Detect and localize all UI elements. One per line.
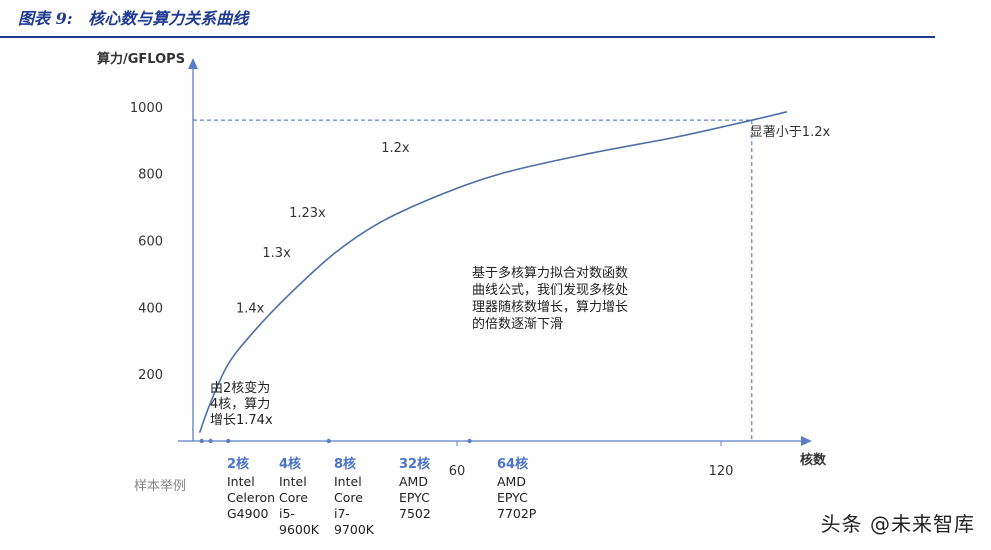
- y-tick-label: 200: [138, 368, 163, 383]
- figure-title: 图表 9: 核心数与算力关系曲线: [18, 5, 258, 29]
- sample-marker: [226, 438, 231, 444]
- sample-cpu-name-line: i7-: [334, 506, 350, 521]
- y-tick-label: 800: [138, 168, 163, 183]
- growth-ratio-label: 1.23x: [289, 206, 326, 221]
- sample-cpu-name-line: EPYC: [497, 490, 528, 505]
- sample-core-label: 2核: [227, 456, 249, 472]
- sample-marker: [199, 438, 204, 444]
- sample-cpu-name-line: i5-: [279, 506, 295, 521]
- watermark: 头条 @未来智库: [820, 512, 975, 536]
- sample-cpu-name-line: Intel: [227, 474, 255, 489]
- y-tick-label: 600: [138, 234, 163, 249]
- x-tick-label: 60: [449, 464, 466, 479]
- annotation-2to4-line: 4核，算力: [210, 397, 270, 412]
- sample-core-label: 8核: [334, 456, 356, 472]
- y-axis-arrow: [188, 58, 198, 69]
- sample-marker: [467, 438, 472, 444]
- growth-ratio-label: 1.2x: [381, 141, 410, 156]
- growth-ratio-label: 1.3x: [262, 246, 291, 261]
- sample-cpu-name-line: Core: [334, 490, 363, 505]
- annotation-2to4-line: 增长1.74x: [210, 413, 273, 428]
- y-tick-label: 400: [138, 301, 163, 316]
- sample-marker: [208, 438, 213, 444]
- title-rule: [0, 36, 935, 38]
- reference-line-label: 显著小于1.2x: [750, 125, 831, 140]
- sample-row-label: 样本举例: [134, 479, 186, 494]
- sample-cpu-name-line: 7502: [399, 506, 431, 521]
- figure-label: 图表 9:: [18, 9, 73, 28]
- annotation-trend-line: 的倍数逐渐下滑: [472, 316, 563, 332]
- sample-cpu-name-line: Intel: [279, 474, 307, 489]
- sample-cpu-name-line: AMD: [497, 474, 526, 489]
- y-axis-label: 算力/GFLOPS: [97, 51, 185, 67]
- x-axis-arrow: [801, 436, 812, 446]
- annotation-trend-line: 曲线公式，我们发现多核处: [472, 282, 628, 298]
- compute-curve: [198, 111, 788, 433]
- annotation-trend-line: 理器随核数增长，算力增长: [472, 300, 628, 315]
- x-tick-label: 120: [709, 464, 734, 479]
- sample-core-label: 64核: [497, 456, 528, 472]
- sample-marker: [326, 438, 331, 444]
- sample-cpu-name-line: Intel: [334, 474, 362, 489]
- sample-cpu-name-line: Celeron: [227, 490, 275, 505]
- annotation-trend-line: 基于多核算力拟合对数函数: [472, 265, 628, 281]
- sample-cpu-name-line: EPYC: [399, 490, 430, 505]
- annotation-2to4-line: 由2核变为: [210, 380, 270, 396]
- y-tick-label: 1000: [130, 101, 163, 116]
- sample-cpu-name-line: Core: [279, 490, 308, 505]
- sample-cpu-name-line: 9700K: [334, 522, 375, 537]
- sample-core-label: 4核: [279, 456, 301, 472]
- sample-cpu-name-line: 9600K: [279, 522, 320, 537]
- x-axis-label: 核数: [800, 452, 827, 468]
- sample-cpu-name-line: G4900: [227, 506, 269, 521]
- sample-cpu-name-line: AMD: [399, 474, 428, 489]
- growth-ratio-label: 1.4x: [236, 301, 265, 316]
- sample-core-label: 32核: [399, 456, 430, 472]
- figure-title-text: 核心数与算力关系曲线: [88, 9, 249, 28]
- sample-cpu-name-line: 7702P: [497, 506, 537, 521]
